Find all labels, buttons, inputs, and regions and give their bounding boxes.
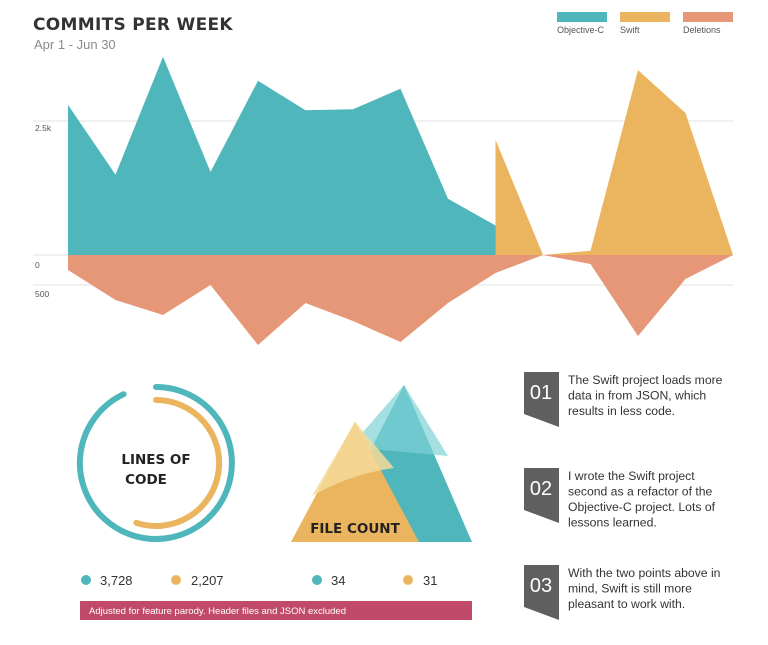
donut-arcs <box>76 384 235 542</box>
note-number: 02 <box>530 478 552 500</box>
files-swift-value: 31 <box>423 573 437 588</box>
area-series-group <box>67 56 734 346</box>
lines-of-code-donut: LINES OF CODE <box>76 384 235 542</box>
note-badge <box>524 372 559 427</box>
loc-swift-dot <box>171 575 181 585</box>
note-text-line: pleasant to work with. <box>568 597 685 611</box>
legend-swatch-objc <box>557 12 607 22</box>
loc-objc-value: 3,728 <box>100 573 133 588</box>
note-text-line: results in less code. <box>568 404 675 418</box>
donut-arc-objective-c <box>76 384 235 542</box>
triangle-objc-highlight <box>350 385 448 456</box>
legend-swatch-deletions <box>683 12 733 22</box>
note-item-02: 02 I wrote the Swift project second as a r… <box>524 468 716 530</box>
files-objc-value: 34 <box>331 573 345 588</box>
note-number: 01 <box>530 382 552 404</box>
donut-arc-swift <box>133 396 223 529</box>
triangle-swift <box>291 421 419 542</box>
files-objc-dot <box>312 575 322 585</box>
note-text-line: lessons learned. <box>568 516 657 530</box>
loc-swift-value: 2,207 <box>191 573 224 588</box>
note-text-line: mind, Swift is still more <box>568 582 692 596</box>
loc-objc-dot <box>81 575 91 585</box>
note-text-line: The Swift project loads more <box>568 373 723 387</box>
donut-title-line1: LINES OF <box>121 452 190 468</box>
area-chart: 2.5k 0 500 <box>33 56 734 346</box>
legend-label-objc: Objective-C <box>557 25 605 35</box>
footnote-background <box>80 601 472 620</box>
note-text-line: second as a refactor of the <box>568 485 713 499</box>
donut-title-line2: CODE <box>125 472 167 488</box>
file-count-title: FILE COUNT <box>310 521 400 537</box>
note-text-line: I wrote the Swift project <box>568 469 695 483</box>
footnote-text: Adjusted for feature parody. Header file… <box>89 606 346 617</box>
legend: Objective-C Swift Deletions <box>557 12 733 35</box>
note-text-line: data in from JSON, which <box>568 389 706 403</box>
chart-subtitle: Apr 1 - Jun 30 <box>34 37 116 52</box>
footnote-banner: Adjusted for feature parody. Header file… <box>80 601 472 620</box>
file-count-chart: FILE COUNT <box>291 385 472 542</box>
triangle-shapes <box>291 385 472 542</box>
note-text-line: With the two points above in <box>568 566 720 580</box>
counts-row: 3,728 2,207 34 31 <box>81 573 437 588</box>
note-badge <box>524 468 559 523</box>
triangle-swift-highlight <box>312 421 394 496</box>
chart-title: COMMITS PER WEEK <box>33 15 233 35</box>
note-item-03: 03 With the two points above in mind, Swif… <box>524 565 720 620</box>
note-item-01: 01 The Swift project loads more data in fr… <box>524 372 723 427</box>
y-tick-label-500: 500 <box>35 289 49 299</box>
legend-swatch-swift <box>620 12 670 22</box>
y-tick-label-0: 0 <box>35 260 40 270</box>
files-swift-dot <box>403 575 413 585</box>
area-series-deletions <box>68 255 733 345</box>
legend-label-deletions: Deletions <box>683 25 721 35</box>
note-badge <box>524 565 559 620</box>
y-tick-label-2-5k: 2.5k <box>35 123 52 133</box>
note-number: 03 <box>530 575 552 597</box>
legend-label-swift: Swift <box>620 25 640 35</box>
notes-list: 01 The Swift project loads more data in fr… <box>524 372 723 620</box>
area-series-objective-c <box>68 56 496 256</box>
area-series-swift <box>495 70 733 255</box>
note-text-line: Objective-C project. Lots of <box>568 500 716 514</box>
